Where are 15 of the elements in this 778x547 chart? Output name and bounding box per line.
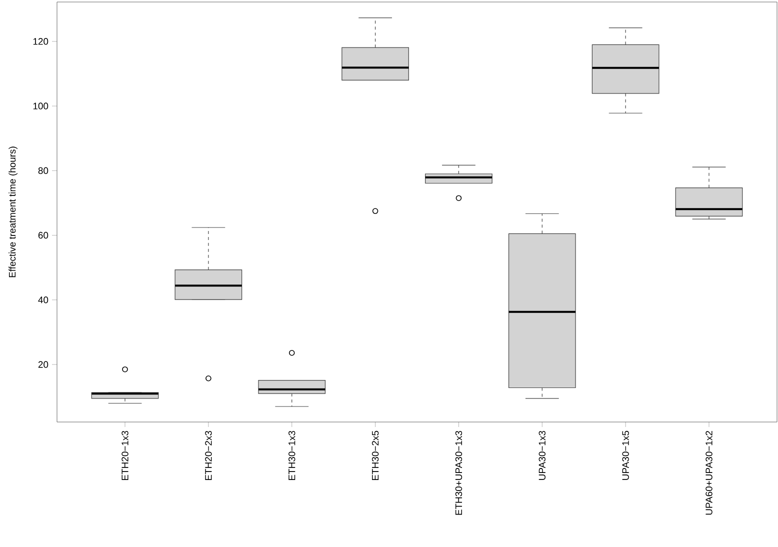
y-tick-label: 80: [38, 167, 48, 174]
x-tick-label: ETH30+UPA30−1x3: [455, 430, 462, 515]
x-tick-label: ETH20−2x3: [205, 430, 212, 480]
x-tick-label: ETH20−1x3: [122, 430, 128, 480]
y-tick-label: 120: [33, 38, 48, 45]
y-tick-label: 20: [38, 361, 48, 368]
x-tick-label: UPA30−1x5: [622, 430, 629, 480]
y-tick-label: 60: [38, 232, 48, 239]
y-tick-label: 40: [38, 296, 48, 304]
x-tick-label: UPA30−1x3: [538, 430, 546, 480]
x-tick-label: ETH30−2x5: [372, 430, 379, 480]
y-axis-title: Effective treatment time (hours): [8, 146, 18, 278]
y-tick-label: 100: [33, 102, 48, 110]
x-tick-label: ETH30−1x3: [288, 430, 296, 480]
x-tick-label: UPA60+UPA30−1x2: [706, 430, 712, 515]
